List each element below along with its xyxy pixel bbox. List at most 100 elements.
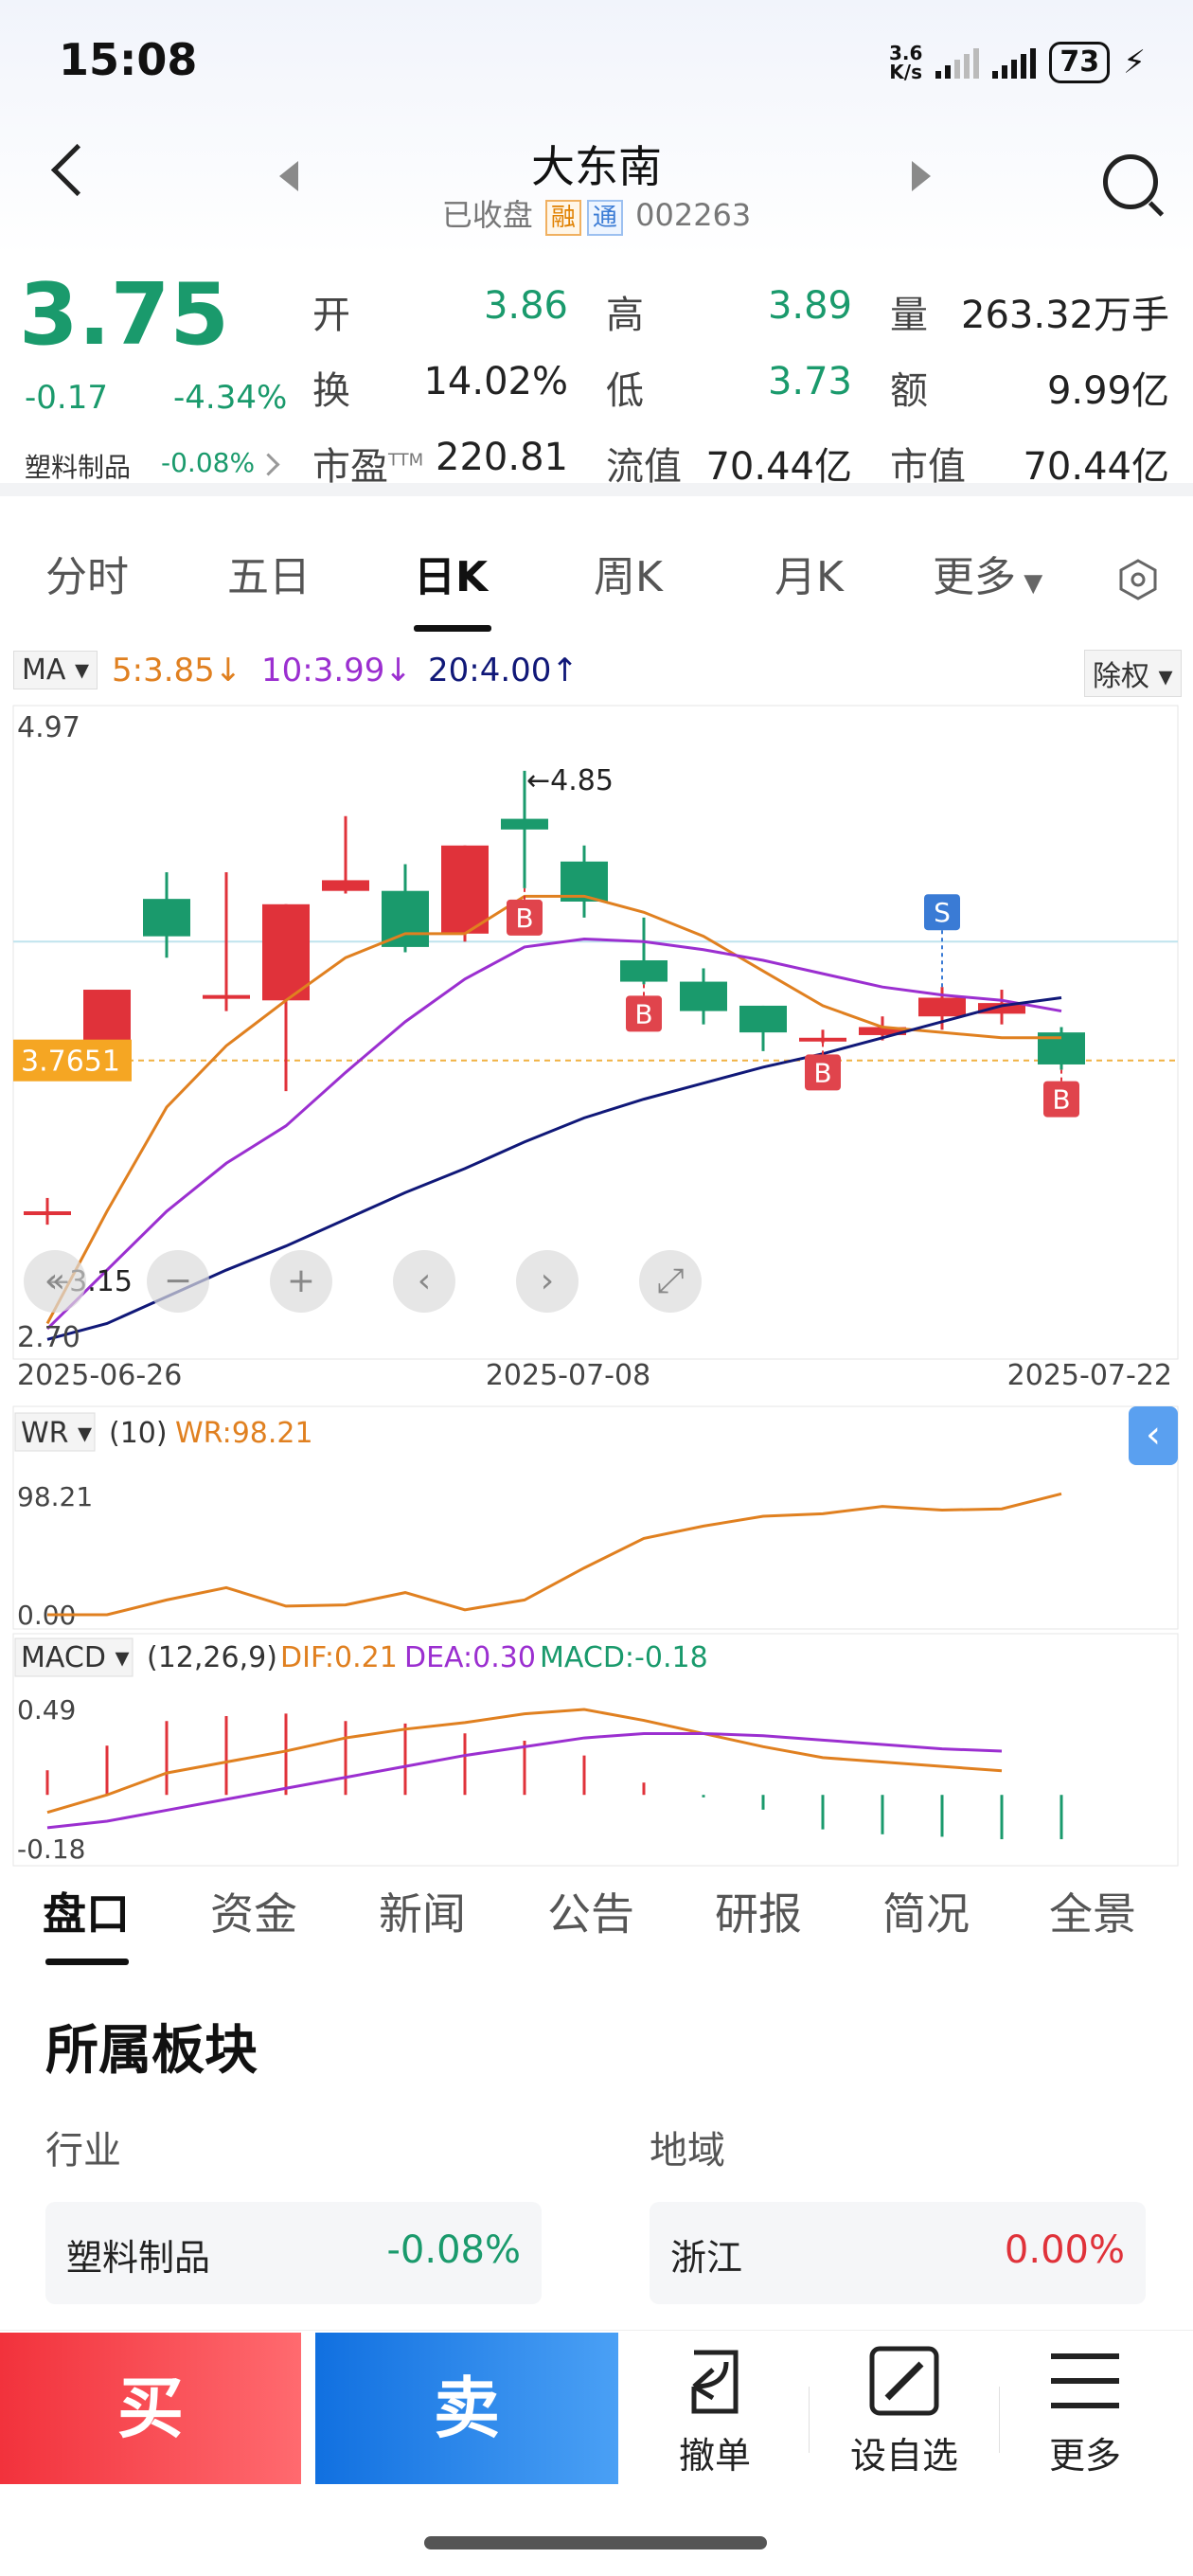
- tab-weekly-k[interactable]: 周K: [594, 553, 663, 601]
- sector-change[interactable]: -0.08%: [161, 447, 256, 478]
- quote-label: 低: [606, 369, 644, 413]
- region-name: 浙江: [670, 2237, 743, 2279]
- tab-overview[interactable]: 全景: [1049, 1888, 1136, 1940]
- market-status: 已收盘: [441, 197, 533, 233]
- main-chart-frame: [12, 705, 1179, 1360]
- caret-down-icon: ▼: [1016, 569, 1043, 598]
- macd-value: MACD:-0.18: [540, 1641, 708, 1674]
- quote-label-sup: TTM: [388, 450, 424, 471]
- tab-daily-k[interactable]: 日K: [414, 553, 489, 601]
- tab-announcements[interactable]: 公告: [547, 1888, 634, 1940]
- quote-value: 220.81: [436, 436, 568, 479]
- prev-stock-icon[interactable]: [279, 161, 298, 191]
- signal-badge: [924, 894, 960, 931]
- quote-value: 3.73: [767, 360, 852, 403]
- tab-research[interactable]: 研报: [715, 1888, 802, 1940]
- tab-news[interactable]: 新闻: [379, 1888, 466, 1940]
- step-left-icon[interactable]: ‹: [393, 1250, 455, 1313]
- tab-more-label: 更多: [933, 553, 1016, 601]
- wr-line: [47, 1492, 1062, 1617]
- chevron-right-icon[interactable]: [257, 453, 280, 476]
- scroll-left-fast-icon[interactable]: «: [24, 1250, 86, 1313]
- quote-value: 70.44亿: [1023, 445, 1169, 489]
- ma-selector[interactable]: MA ▾: [13, 650, 98, 689]
- ma-label: MA: [22, 653, 66, 687]
- net-speed: 3.6 K/s: [889, 44, 922, 81]
- tab-profile[interactable]: 简况: [882, 1888, 970, 1940]
- ma20-line: [46, 995, 1062, 1341]
- candle-body: [620, 960, 668, 982]
- candle-body: [24, 1211, 71, 1216]
- adjust-dropdown[interactable]: 除权 ▾: [1084, 650, 1182, 697]
- cursor-price-label: 3.7651: [21, 1046, 120, 1079]
- signal-badge: [507, 899, 543, 936]
- tab-more[interactable]: 更多 ▼: [933, 545, 1042, 617]
- search-icon[interactable]: [1103, 154, 1158, 209]
- signal-2-icon: [992, 46, 1037, 79]
- signal-badge: [626, 995, 662, 1032]
- quote-label: 市盈TTM: [312, 445, 424, 489]
- y-axis-top-label: 4.97: [17, 711, 80, 744]
- ma20-value: 20:4.00↑: [428, 652, 579, 689]
- candle-body: [322, 880, 369, 891]
- industry-card[interactable]: 塑料制品 -0.08%: [45, 2202, 542, 2304]
- zoom-out-icon[interactable]: −: [147, 1250, 209, 1313]
- sell-button[interactable]: 卖: [315, 2333, 618, 2484]
- arrow-down-icon: ↓: [384, 652, 412, 689]
- zoom-in-icon[interactable]: +: [270, 1250, 332, 1313]
- tab-monthly-k[interactable]: 月K: [775, 553, 844, 601]
- add-watchlist-button[interactable]: 设自选: [810, 2339, 999, 2477]
- stock-subtitle: 已收盘 融通 002263: [0, 191, 1193, 236]
- macd-label: MACD ▾: [21, 1641, 130, 1674]
- quote-value: 70.44亿: [705, 445, 852, 489]
- tab-five-day[interactable]: 五日: [227, 553, 311, 601]
- period-tabs: 分时 五日 日K 周K 月K 更多 ▼: [0, 545, 1193, 635]
- industry-label: 行业: [45, 2129, 121, 2173]
- quote-value: 14.02%: [423, 360, 568, 403]
- edit-icon: [869, 2346, 939, 2416]
- candle-body: [441, 845, 489, 934]
- wr-panel-frame: [12, 1405, 1179, 1630]
- tab-order-book[interactable]: 盘口: [43, 1888, 130, 1940]
- next-stock-icon[interactable]: [912, 161, 931, 191]
- fullscreen-icon[interactable]: ⤢: [639, 1250, 702, 1313]
- wr-label: WR ▾: [21, 1417, 92, 1450]
- quote-label: 额: [890, 369, 928, 413]
- date-label-mid: 2025-07-08: [486, 1359, 650, 1392]
- cancel-order-button[interactable]: 撤单: [620, 2339, 810, 2477]
- divider: [999, 2387, 1000, 2453]
- connect-tag: 通: [586, 200, 623, 236]
- margin-tag: 融: [544, 200, 581, 236]
- tab-funds[interactable]: 资金: [210, 1888, 297, 1940]
- region-card[interactable]: 浙江 0.00%: [650, 2202, 1146, 2304]
- sector-name[interactable]: 塑料制品: [25, 452, 132, 483]
- wr-dropdown: [14, 1412, 96, 1452]
- candle-body: [799, 1037, 846, 1042]
- adjust-selector[interactable]: 除权 ▾: [1084, 650, 1182, 697]
- wr-param: (10): [109, 1417, 168, 1450]
- info-tab-underline: [45, 1959, 129, 1965]
- chevron-left-icon: ‹: [1146, 1413, 1161, 1457]
- candle-body: [918, 997, 966, 1017]
- macd-dea: DEA:0.30: [404, 1641, 536, 1674]
- quote-label: 换: [312, 369, 350, 413]
- arrow-up-icon: ↑: [551, 652, 579, 689]
- settings-hex-icon[interactable]: [1117, 559, 1159, 600]
- home-indicator[interactable]: [424, 2536, 767, 2549]
- industry-name: 塑料制品: [66, 2237, 211, 2279]
- macd-y-bottom: -0.18: [17, 1834, 85, 1865]
- status-icons: 3.6 K/s 73 ⚡: [889, 42, 1146, 83]
- buy-button[interactable]: 买: [0, 2333, 301, 2484]
- quote-value: 263.32万手: [961, 294, 1169, 337]
- tab-minute[interactable]: 分时: [45, 553, 129, 601]
- tab-underline: [414, 625, 491, 632]
- ma-dropdown[interactable]: MA ▾: [13, 651, 98, 689]
- net-speed-unit: K/s: [889, 61, 923, 83]
- candle-body: [739, 1005, 787, 1033]
- quote-label: 流值: [606, 445, 682, 489]
- more-button[interactable]: 更多: [990, 2339, 1180, 2477]
- dif-line: [46, 1708, 1003, 1815]
- current-price: 3.75: [19, 265, 230, 365]
- step-right-icon[interactable]: ›: [516, 1250, 579, 1313]
